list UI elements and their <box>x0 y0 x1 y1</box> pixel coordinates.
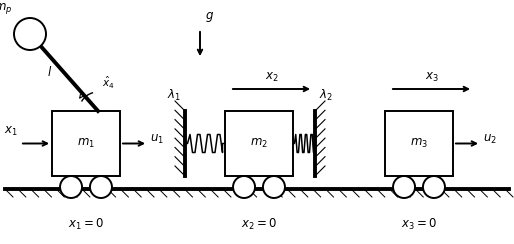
Bar <box>52 111 120 176</box>
Circle shape <box>60 176 82 198</box>
Circle shape <box>90 176 112 198</box>
Text: $m_2$: $m_2$ <box>250 137 268 150</box>
Circle shape <box>423 176 445 198</box>
Text: $m_p$: $m_p$ <box>0 1 12 16</box>
Text: $x_2$: $x_2$ <box>265 71 279 84</box>
Text: $x_1 = 0$: $x_1 = 0$ <box>68 217 104 232</box>
Circle shape <box>233 176 255 198</box>
Text: $\lambda_2$: $\lambda_2$ <box>319 88 333 103</box>
Text: $x_1$: $x_1$ <box>4 124 18 138</box>
Text: $g$: $g$ <box>205 10 214 24</box>
Text: $x_3 = 0$: $x_3 = 0$ <box>401 217 437 232</box>
Text: $\lambda_1$: $\lambda_1$ <box>167 88 181 103</box>
Circle shape <box>393 176 415 198</box>
Bar <box>225 111 293 176</box>
Text: $x_3$: $x_3$ <box>425 71 438 84</box>
Text: $u_2$: $u_2$ <box>483 133 497 146</box>
Circle shape <box>263 176 285 198</box>
Text: $u_1$: $u_1$ <box>150 133 164 146</box>
Circle shape <box>14 18 46 50</box>
Bar <box>385 111 453 176</box>
Text: $l$: $l$ <box>47 65 52 80</box>
Text: $x_2 = 0$: $x_2 = 0$ <box>241 217 277 232</box>
Text: $m_1$: $m_1$ <box>77 137 95 150</box>
Text: $m_3$: $m_3$ <box>410 137 428 150</box>
Text: $\hat{x}_4$: $\hat{x}_4$ <box>102 75 115 91</box>
